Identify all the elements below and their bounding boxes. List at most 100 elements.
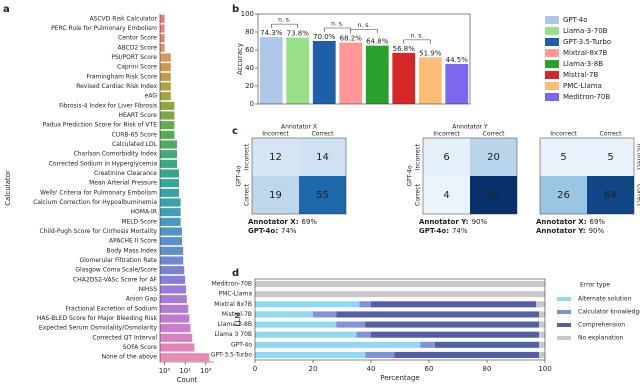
bar	[160, 169, 179, 178]
bar	[339, 42, 363, 104]
caption-label: Annotator Y:	[419, 218, 469, 226]
bar	[160, 24, 165, 33]
cell-label: 6	[443, 152, 449, 163]
cell-label: 70	[487, 190, 500, 201]
bar-segment	[420, 341, 435, 348]
heat-cell	[470, 138, 517, 176]
legend-label: GPT-4o	[563, 16, 588, 24]
bar	[160, 179, 179, 188]
bar-segment	[394, 351, 540, 358]
heat-cell	[423, 176, 470, 214]
bar	[160, 150, 177, 159]
y-tick-label: 60	[245, 46, 254, 54]
y-tick-label: CHA2DS2-VASc Score for AF	[73, 276, 157, 283]
bar	[160, 53, 171, 62]
bar	[160, 227, 182, 236]
plot-frame	[257, 13, 471, 105]
heat-cell	[540, 176, 587, 214]
y-tick-label: Meditron-70B	[212, 281, 252, 288]
heat-cell	[252, 138, 299, 176]
bar	[160, 324, 191, 333]
x-tick-label: 40	[367, 365, 376, 373]
bracket	[270, 23, 299, 29]
column-label: Incorrect	[433, 131, 460, 138]
caption-value: 90%	[472, 218, 488, 226]
heatmap-title: Annotator Y	[452, 124, 488, 131]
column-label: Correct	[483, 131, 506, 138]
bar-segment	[371, 331, 540, 338]
bar-segment	[359, 301, 371, 308]
row-label: Correct	[415, 183, 422, 206]
cell-label: 12	[269, 152, 282, 163]
value-label: 70.0%	[313, 33, 336, 41]
value-label: 68.2%	[340, 35, 363, 43]
bar	[160, 314, 190, 323]
legend-swatch	[545, 16, 559, 24]
bar	[160, 43, 165, 52]
bar	[160, 333, 193, 342]
x-tick-label: 60	[425, 365, 434, 373]
x-tick-label: 10¹	[179, 367, 191, 375]
y-tick-label: PERC Rule for Pulmonary Embolism	[51, 25, 157, 32]
plot-frame	[254, 278, 546, 361]
panel-label: c	[232, 126, 238, 137]
value-label: 74.3%	[260, 29, 283, 37]
caption-label: Annotator X:	[536, 218, 587, 226]
caption-label: GPT-4o:	[248, 227, 278, 235]
y-tick-label: ABCD2 Score	[118, 44, 158, 51]
bar-segment	[371, 301, 537, 308]
bar	[160, 14, 165, 23]
y-tick-label: 40	[245, 64, 254, 72]
heatmap-title: Annotator X	[281, 124, 317, 131]
bar-segment	[356, 331, 371, 338]
legend-label: Calculator knowledge	[578, 309, 640, 316]
x-tick-label: 10²	[200, 367, 212, 375]
cell-label: 14	[316, 152, 329, 163]
column-label: Incorrect	[262, 131, 289, 138]
y-tick-label: Mean Arterial Pressure	[89, 180, 157, 187]
bar	[160, 256, 184, 265]
y-tick-label: Glomerular Filtration Rate	[79, 257, 157, 264]
caption-value: 69%	[302, 218, 318, 226]
y-tick-label: Anion Gap	[126, 296, 157, 303]
heat-cell	[470, 176, 517, 214]
y-tick-label: HAS-BLED Score for Major Bleeding Risk	[37, 315, 158, 322]
bracket	[403, 39, 431, 44]
y-tick-label: Mixtral 8x7B	[214, 301, 252, 308]
y-tick-label: 100	[241, 10, 254, 18]
bar-segment	[313, 311, 337, 318]
y-tick-label: ASCVD Risk Calculator	[89, 15, 157, 22]
legend-label: No explanation	[578, 335, 624, 342]
bar	[160, 130, 175, 139]
heat-frame	[422, 137, 518, 215]
x-tick-label: 0	[253, 365, 257, 373]
y-tick-label: NIHSS	[139, 286, 158, 293]
y-tick-label: GPT-3.5-Turbo	[211, 351, 253, 358]
bar	[160, 92, 171, 101]
y-axis-label: Accuracy	[236, 43, 244, 75]
caption-label: Annotator Y:	[536, 227, 586, 235]
panel-label: d	[232, 268, 239, 279]
bar	[160, 63, 171, 72]
bar-segment	[539, 331, 545, 338]
annotation: n. s.	[411, 32, 424, 39]
column-label: Correct	[312, 131, 335, 138]
y-tick-label: Charlson Comorbidity Index	[74, 151, 158, 158]
caption-label: Annotator X:	[248, 218, 299, 226]
bar	[160, 217, 181, 226]
column-label: Incorrect	[550, 131, 577, 138]
annotation: n. s.	[278, 17, 291, 24]
heat-cell	[299, 176, 346, 214]
heat-cell	[252, 176, 299, 214]
caption-value: 74%	[281, 227, 297, 235]
y-tick-label: Expected Serum Osmolality/Osmolarity	[39, 325, 158, 332]
row-label: Incorrect	[415, 143, 422, 170]
y-tick-label: HOMA-IR	[131, 209, 158, 216]
bar	[160, 188, 179, 197]
y-tick-label: 0	[250, 100, 254, 108]
row-label: Incorrect	[244, 143, 251, 170]
row-label: Correct	[244, 183, 251, 206]
bar-segment	[255, 321, 337, 328]
legend-label: GPT-3.5-Turbo	[563, 38, 611, 46]
value-label: 44.5%	[446, 56, 469, 64]
